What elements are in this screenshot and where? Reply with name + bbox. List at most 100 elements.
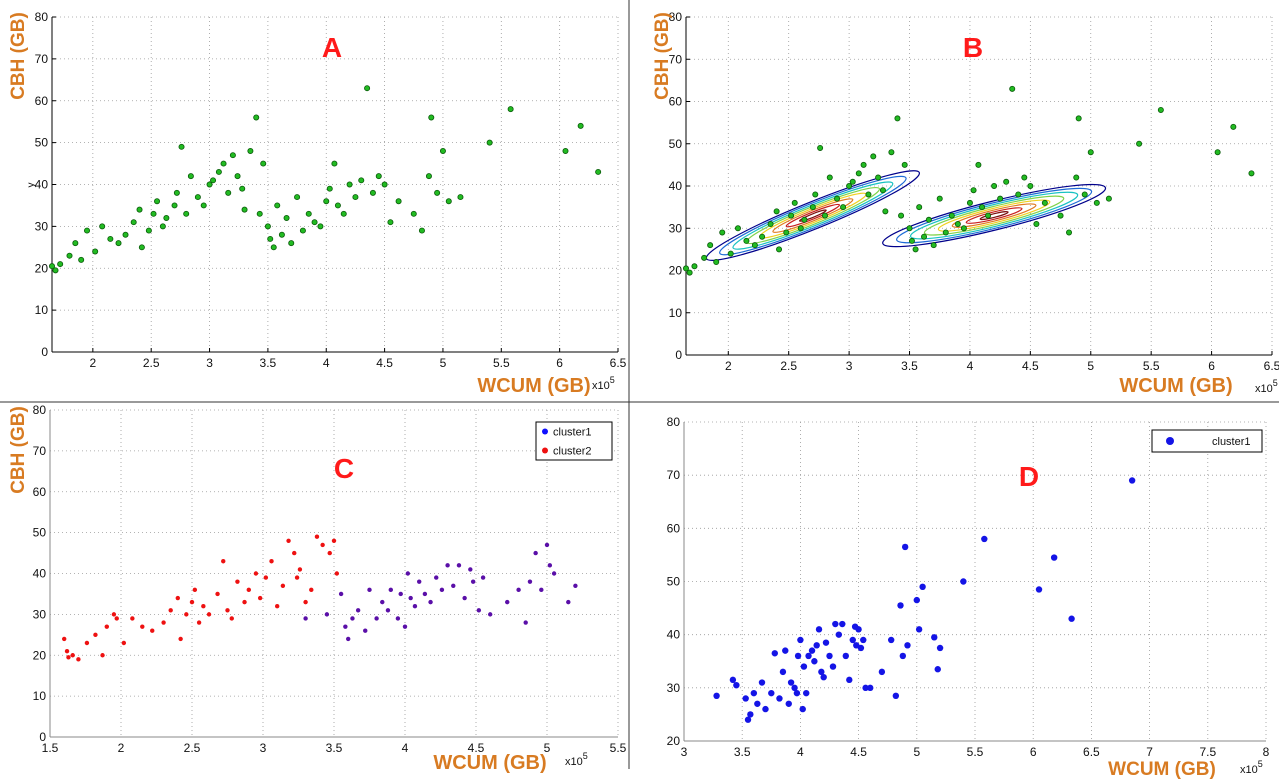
data-point: [451, 583, 456, 588]
data-point: [759, 233, 766, 240]
data-point: [1128, 477, 1136, 484]
data-point: [49, 263, 56, 270]
data-point: [925, 216, 932, 223]
data-point: [811, 658, 818, 665]
data-point: [445, 198, 452, 205]
data-point: [107, 235, 114, 242]
data-point: [225, 189, 232, 196]
data-point: [358, 177, 365, 184]
data-point: [533, 550, 538, 556]
data-point: [547, 563, 553, 568]
data-point: [346, 636, 351, 642]
contour-line-1-4: [745, 186, 881, 245]
data-point: [189, 599, 195, 605]
data-point: [985, 212, 992, 219]
data-point: [904, 642, 911, 649]
data-point: [242, 599, 247, 605]
data-point: [803, 689, 810, 697]
data-point: [130, 219, 137, 226]
x-axis-label: WCUM (GB): [1108, 759, 1216, 780]
data-point: [215, 591, 220, 597]
y-tick-label: 10: [33, 689, 47, 703]
data-point: [486, 139, 493, 146]
data-point: [566, 599, 571, 605]
data-point: [200, 202, 207, 209]
legend-marker: [542, 428, 548, 435]
data-point: [187, 173, 194, 180]
x-tick-label: 1.5: [42, 741, 59, 755]
data-point: [901, 161, 908, 168]
y-tick-label: 10: [669, 306, 683, 320]
data-point: [857, 644, 865, 652]
data-point: [280, 583, 286, 588]
contour-line-2-4: [923, 195, 1065, 236]
data-point: [733, 681, 740, 689]
data-point: [829, 663, 837, 670]
data-point: [797, 225, 804, 232]
data-point: [323, 198, 330, 205]
data-point: [220, 160, 227, 167]
data-point: [835, 631, 843, 638]
y-tick-label: 60: [667, 521, 681, 535]
data-point: [241, 206, 248, 213]
data-point: [260, 160, 267, 167]
data-point: [887, 636, 895, 644]
data-point: [422, 591, 428, 597]
data-point: [899, 652, 907, 660]
x-multiplier: x105: [1255, 378, 1278, 395]
data-point: [787, 679, 795, 686]
y-tick-label: 50: [669, 137, 683, 151]
x-tick-label: 2.5: [184, 741, 201, 755]
chart-panel-c: 1.5 2 2.5 3 3.5 4 4.5 5 5.5 0 10 20 30 40 50 60 70 80 C WCU…: [8, 403, 627, 774]
data-point: [425, 173, 432, 180]
data-point: [821, 212, 828, 219]
x-tick-label: 5.5: [610, 741, 627, 755]
data-point: [1093, 199, 1100, 206]
data-point: [966, 199, 973, 206]
data-point: [247, 147, 254, 154]
data-point: [263, 575, 269, 580]
data-point: [867, 684, 874, 692]
scatter-series: [303, 542, 578, 642]
data-point: [1033, 221, 1040, 228]
data-point: [235, 579, 240, 584]
data-point: [878, 668, 886, 676]
y-tick-label: 40: [667, 628, 681, 642]
y-tick-label: 30: [35, 219, 49, 233]
data-point: [388, 587, 393, 593]
data-point: [206, 181, 213, 188]
data-point: [908, 237, 915, 244]
x-tick-label: 5.5: [493, 356, 510, 370]
data-point: [562, 147, 569, 154]
data-point: [771, 650, 778, 657]
data-point: [476, 608, 482, 613]
y-tick-label: 50: [33, 526, 47, 540]
data-point: [1066, 229, 1073, 236]
data-point: [1041, 199, 1048, 206]
data-point: [849, 178, 856, 185]
contour-line-1-3: [732, 181, 894, 250]
x-tick-label: 3: [681, 745, 688, 759]
data-point: [418, 227, 425, 234]
data-point: [286, 538, 291, 543]
data-point: [274, 202, 281, 209]
x-axis-label: WCUM (GB): [1119, 375, 1232, 397]
data-point: [150, 210, 157, 217]
data-point: [331, 538, 337, 543]
data-point: [791, 199, 798, 206]
contour-line-2-7: [965, 207, 1023, 224]
y-tick-label: 10: [35, 303, 49, 317]
data-point: [862, 684, 869, 692]
y-tick-label: 80: [667, 415, 681, 429]
data-point: [1157, 106, 1164, 113]
data-point: [66, 252, 73, 259]
x-tick-label: 5: [913, 745, 920, 759]
data-point: [779, 668, 787, 676]
panel-letter: C: [334, 453, 354, 484]
x-tick-label: 6.5: [610, 356, 627, 370]
data-point: [1057, 212, 1064, 219]
data-point: [121, 640, 127, 646]
data-point: [505, 599, 510, 605]
y-tick-label: 20: [35, 261, 49, 275]
